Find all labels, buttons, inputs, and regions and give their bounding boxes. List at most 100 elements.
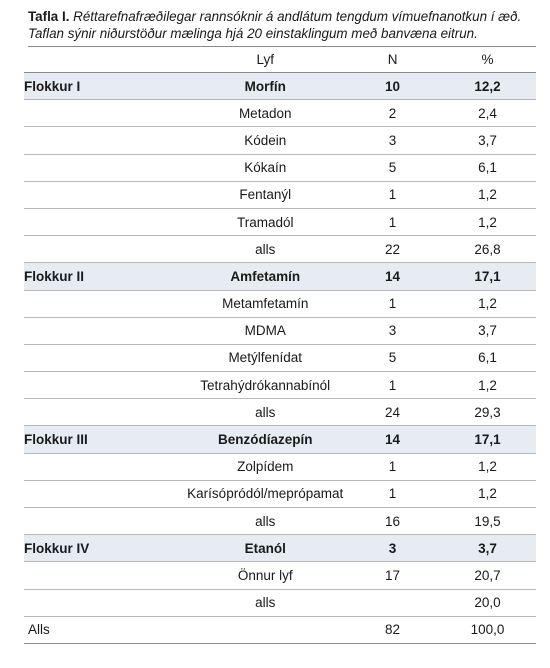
percent-cell: 6,1 — [438, 344, 536, 373]
n-cell: 1 — [346, 181, 439, 209]
caption-text: Réttarefnafræðilegar rannsóknir á andlát… — [28, 9, 522, 41]
n-cell: 1 — [346, 480, 439, 509]
group-cell — [24, 126, 185, 155]
n-cell: 1 — [346, 208, 439, 237]
group-cell — [24, 317, 185, 345]
n-cell: 24 — [346, 398, 439, 427]
n-cell: 3 — [346, 317, 439, 345]
substance-cell: alls — [184, 589, 347, 617]
group-cell: Flokkur III — [24, 425, 185, 454]
percent-cell: 20,0 — [438, 589, 536, 617]
table-row: Kódein 3 3,7 — [24, 126, 536, 155]
percent-cell: 17,1 — [438, 262, 536, 291]
substance-cell: Karísópródól/meprópamat — [184, 480, 347, 509]
table-row: Tetrahýdrókannabínól 1 1,2 — [24, 371, 536, 400]
header-group — [24, 47, 185, 73]
group-cell — [24, 99, 185, 128]
n-cell: 17 — [346, 561, 439, 590]
substance-cell: Metýlfenídat — [184, 344, 347, 373]
substance-cell: MDMA — [184, 317, 347, 345]
n-cell: 10 — [346, 72, 439, 101]
table-row: alls 20,0 — [24, 589, 536, 617]
percent-cell: 19,5 — [438, 507, 536, 536]
top-rule — [28, 46, 536, 47]
n-cell: 3 — [346, 126, 439, 155]
substance-cell: Tramadól — [184, 208, 347, 237]
substance-cell: Morfín — [184, 72, 347, 101]
group-cell — [24, 453, 185, 481]
table-row: Flokkur III Benzódíazepín 14 17,1 — [24, 425, 536, 454]
percent-cell: 3,7 — [438, 534, 536, 563]
table-row: Fentanýl 1 1,2 — [24, 181, 536, 209]
percent-cell: 20,7 — [438, 561, 536, 590]
total-percent: 100,0 — [438, 616, 536, 644]
total-n: 82 — [346, 616, 439, 644]
percent-cell: 1,2 — [438, 290, 536, 318]
group-cell: Flokkur IV — [24, 534, 185, 563]
substance-cell: Tetrahýdrókannabínól — [184, 371, 347, 400]
n-cell: 16 — [346, 507, 439, 536]
table-row: Flokkur IV Etanól 3 3,7 — [24, 534, 536, 563]
group-cell — [24, 181, 185, 209]
percent-cell: 1,2 — [438, 208, 536, 237]
group-cell — [24, 480, 185, 509]
table-row: alls 24 29,3 — [24, 398, 536, 427]
substance-cell: alls — [184, 235, 347, 264]
substance-cell: Kódein — [184, 126, 347, 155]
substance-cell: Benzódíazepín — [184, 425, 347, 454]
group-cell: Flokkur II — [24, 262, 185, 291]
table-row: Karísópródól/meprópamat 1 1,2 — [24, 480, 536, 509]
n-cell: 14 — [346, 262, 439, 291]
total-label: Alls — [24, 616, 185, 644]
n-cell: 2 — [346, 99, 439, 128]
n-cell: 3 — [346, 534, 439, 563]
results-table: Lyf N % Flokkur I Morfín 10 12,2 Metadon… — [24, 47, 536, 644]
group-cell — [24, 398, 185, 427]
substance-cell: Metamfetamín — [184, 290, 347, 318]
table-total-row: Alls 82 100,0 — [24, 616, 536, 644]
table-row: Metadon 2 2,4 — [24, 99, 536, 128]
substance-cell: Fentanýl — [184, 181, 347, 209]
substance-cell: Önnur lyf — [184, 561, 347, 590]
percent-cell: 1,2 — [438, 480, 536, 509]
n-cell: 1 — [346, 290, 439, 318]
percent-cell: 1,2 — [438, 371, 536, 400]
percent-cell: 1,2 — [438, 453, 536, 481]
header-substance: Lyf — [184, 47, 347, 73]
n-cell — [346, 589, 439, 617]
table-row: Metýlfenídat 5 6,1 — [24, 344, 536, 373]
group-cell: Flokkur I — [24, 72, 185, 101]
table-row: MDMA 3 3,7 — [24, 317, 536, 345]
table-row: Metamfetamín 1 1,2 — [24, 290, 536, 318]
percent-cell: 12,2 — [438, 72, 536, 101]
n-cell: 22 — [346, 235, 439, 264]
table-row: Tramadól 1 1,2 — [24, 208, 536, 237]
group-cell — [24, 371, 185, 400]
table-row: alls 16 19,5 — [24, 507, 536, 536]
table-caption: Tafla I. Réttarefnafræðilegar rannsóknir… — [28, 8, 538, 42]
substance-cell: Kókaín — [184, 154, 347, 182]
substance-cell: Zolpídem — [184, 453, 347, 481]
percent-cell: 29,3 — [438, 398, 536, 427]
table-header-row: Lyf N % — [24, 47, 536, 73]
group-cell — [24, 344, 185, 373]
substance-cell: Etanól — [184, 534, 347, 563]
n-cell: 1 — [346, 453, 439, 481]
group-cell — [24, 235, 185, 264]
total-substance — [184, 616, 347, 644]
n-cell: 14 — [346, 425, 439, 454]
caption-label: Tafla I. — [28, 9, 70, 24]
header-percent: % — [438, 47, 536, 73]
table-row: alls 22 26,8 — [24, 235, 536, 264]
group-cell — [24, 290, 185, 318]
percent-cell: 3,7 — [438, 317, 536, 345]
percent-cell: 17,1 — [438, 425, 536, 454]
percent-cell: 26,8 — [438, 235, 536, 264]
table-row: Flokkur I Morfín 10 12,2 — [24, 72, 536, 101]
substance-cell: Metadon — [184, 99, 347, 128]
substance-cell: Amfetamín — [184, 262, 347, 291]
substance-cell: alls — [184, 398, 347, 427]
group-cell — [24, 208, 185, 237]
table-row: Kókaín 5 6,1 — [24, 154, 536, 182]
